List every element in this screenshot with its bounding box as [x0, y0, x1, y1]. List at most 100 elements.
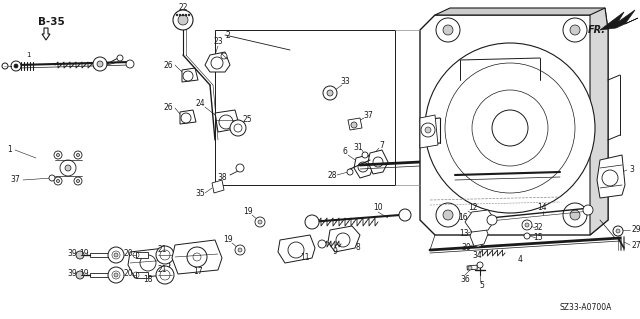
Circle shape — [178, 15, 188, 25]
Wedge shape — [243, 121, 248, 128]
Circle shape — [425, 43, 595, 213]
Text: SZ33-A0700A: SZ33-A0700A — [560, 303, 612, 313]
Circle shape — [358, 162, 368, 172]
Circle shape — [436, 18, 460, 42]
Text: 26: 26 — [163, 61, 173, 70]
Bar — [467, 265, 477, 270]
Circle shape — [318, 240, 326, 248]
Wedge shape — [228, 128, 233, 135]
Circle shape — [156, 266, 174, 284]
Circle shape — [188, 14, 190, 16]
Text: 19: 19 — [79, 269, 89, 278]
Wedge shape — [228, 121, 233, 128]
Circle shape — [570, 210, 580, 220]
Circle shape — [234, 124, 242, 132]
Circle shape — [616, 229, 620, 233]
Circle shape — [436, 203, 460, 227]
Circle shape — [230, 120, 246, 136]
Polygon shape — [278, 235, 315, 263]
Text: FR.: FR. — [588, 25, 606, 35]
Text: 22: 22 — [179, 4, 188, 12]
Circle shape — [323, 86, 337, 100]
Wedge shape — [238, 118, 245, 123]
Circle shape — [176, 14, 178, 16]
Text: 30: 30 — [461, 242, 471, 251]
Circle shape — [114, 253, 118, 257]
Polygon shape — [465, 210, 495, 232]
Circle shape — [421, 123, 435, 137]
Wedge shape — [231, 133, 238, 138]
Text: 19: 19 — [243, 207, 253, 217]
Circle shape — [563, 18, 587, 42]
Circle shape — [327, 90, 333, 96]
Circle shape — [14, 64, 18, 68]
Text: 8: 8 — [356, 242, 360, 251]
Circle shape — [54, 177, 62, 185]
Circle shape — [362, 152, 368, 158]
Polygon shape — [597, 155, 625, 198]
Text: 9: 9 — [333, 248, 337, 256]
Circle shape — [114, 273, 118, 277]
Text: B-35: B-35 — [38, 17, 65, 27]
Circle shape — [221, 53, 227, 59]
Text: 13: 13 — [459, 228, 469, 238]
Circle shape — [76, 271, 84, 279]
Circle shape — [236, 164, 244, 172]
Circle shape — [425, 127, 431, 133]
Circle shape — [140, 255, 156, 271]
Bar — [136, 252, 148, 258]
Circle shape — [182, 14, 184, 16]
Circle shape — [602, 170, 618, 186]
Text: 21: 21 — [157, 265, 167, 275]
Circle shape — [179, 14, 181, 16]
Polygon shape — [368, 150, 388, 174]
Circle shape — [258, 220, 262, 224]
Polygon shape — [328, 226, 360, 252]
Text: 18: 18 — [143, 276, 153, 285]
Text: 37: 37 — [10, 175, 20, 184]
Circle shape — [211, 57, 223, 69]
Text: 35: 35 — [195, 189, 205, 197]
Polygon shape — [42, 28, 50, 40]
Circle shape — [477, 262, 483, 268]
Text: 38: 38 — [217, 174, 227, 182]
Wedge shape — [243, 128, 248, 135]
Polygon shape — [420, 115, 438, 148]
Circle shape — [108, 247, 124, 263]
Circle shape — [185, 14, 187, 16]
Text: 26: 26 — [163, 103, 173, 113]
Text: 28: 28 — [327, 170, 337, 180]
Bar — [90, 273, 112, 277]
Circle shape — [2, 63, 8, 69]
Polygon shape — [182, 68, 198, 82]
Text: 3: 3 — [629, 166, 634, 174]
Circle shape — [77, 153, 79, 157]
Text: 29: 29 — [632, 226, 640, 234]
Circle shape — [524, 233, 530, 239]
Wedge shape — [231, 118, 238, 123]
Text: 1: 1 — [26, 52, 30, 58]
Circle shape — [305, 215, 319, 229]
Circle shape — [97, 61, 103, 67]
Circle shape — [443, 25, 453, 35]
Circle shape — [219, 115, 233, 129]
Text: 19: 19 — [79, 249, 89, 257]
Text: 14: 14 — [537, 204, 547, 212]
Text: 6: 6 — [342, 147, 348, 157]
Circle shape — [74, 151, 82, 159]
Text: 2: 2 — [225, 32, 230, 41]
Circle shape — [156, 246, 174, 264]
Circle shape — [74, 177, 82, 185]
Text: 25: 25 — [242, 115, 252, 124]
Circle shape — [525, 223, 529, 227]
Circle shape — [93, 57, 107, 71]
Circle shape — [238, 248, 242, 252]
Wedge shape — [238, 133, 245, 138]
Polygon shape — [128, 248, 170, 278]
Text: 37: 37 — [363, 110, 373, 120]
Circle shape — [613, 226, 623, 236]
Text: 34: 34 — [472, 250, 482, 259]
Polygon shape — [435, 8, 608, 30]
Ellipse shape — [37, 134, 99, 202]
Polygon shape — [590, 8, 608, 235]
